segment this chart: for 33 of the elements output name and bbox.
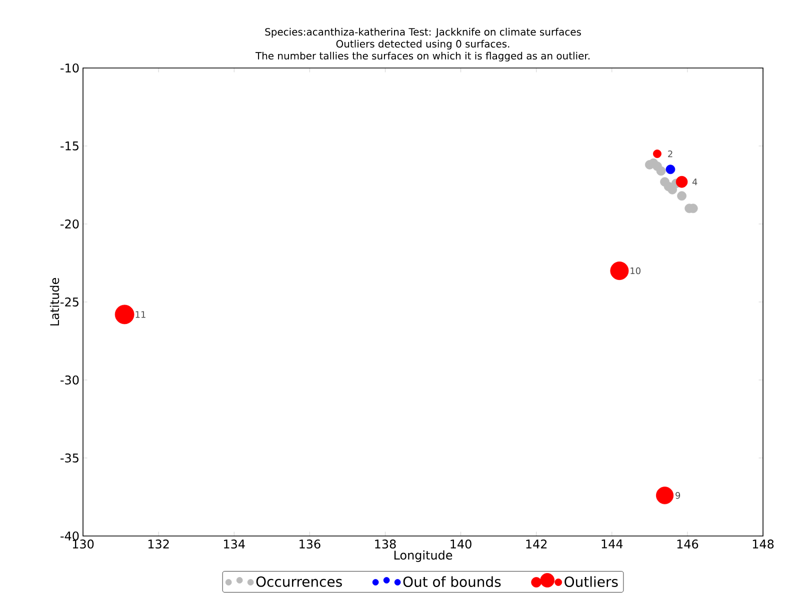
- y-tick-label: -10: [60, 63, 79, 73]
- legend-label: Out of bounds: [403, 576, 501, 588]
- point: [666, 164, 676, 174]
- y-tick-label: -30: [60, 375, 79, 385]
- annotation: 4: [692, 178, 698, 186]
- legend-label: Outliers: [564, 576, 618, 588]
- x-tick-label: 148: [752, 540, 774, 549]
- annotation: 10: [630, 267, 640, 274]
- text: The number tallies the surfaces on which it is flagged as an outlier.: [255, 52, 590, 62]
- y-tick-label: -25: [60, 297, 78, 307]
- x-tick-label: 138: [375, 540, 396, 549]
- x-tick-label: 134: [224, 540, 245, 549]
- point: [677, 191, 686, 201]
- y-tick-label: -20: [60, 219, 79, 229]
- x-axis-title: Longitude: [394, 550, 452, 562]
- x-tick-label: 140: [450, 540, 472, 549]
- chart-subtitle: Outliers detected using 0 surfaces.: [336, 40, 510, 50]
- point: [656, 166, 666, 176]
- y-tick-label: -35: [60, 453, 78, 463]
- y-axis-title: Latitude: [50, 278, 60, 326]
- annotation: 9: [676, 492, 680, 499]
- x-tick-label: 144: [602, 540, 623, 548]
- annotation: 2: [668, 150, 672, 158]
- annotation: 11: [136, 311, 146, 318]
- x-tick-label: 130: [72, 540, 94, 549]
- legend-label: Occurrences: [256, 576, 342, 587]
- chart-title: Species:acanthiza-katherina Test: Jackknife on climate surfaces: [265, 28, 581, 38]
- y-tick-label: -40: [60, 531, 79, 541]
- x-tick-label: 136: [300, 540, 320, 549]
- y-tick-label: -15: [60, 142, 78, 150]
- x-tick-label: 132: [148, 540, 169, 549]
- x-tick-label: 142: [526, 540, 547, 548]
- x-tick-label: 146: [677, 540, 698, 549]
